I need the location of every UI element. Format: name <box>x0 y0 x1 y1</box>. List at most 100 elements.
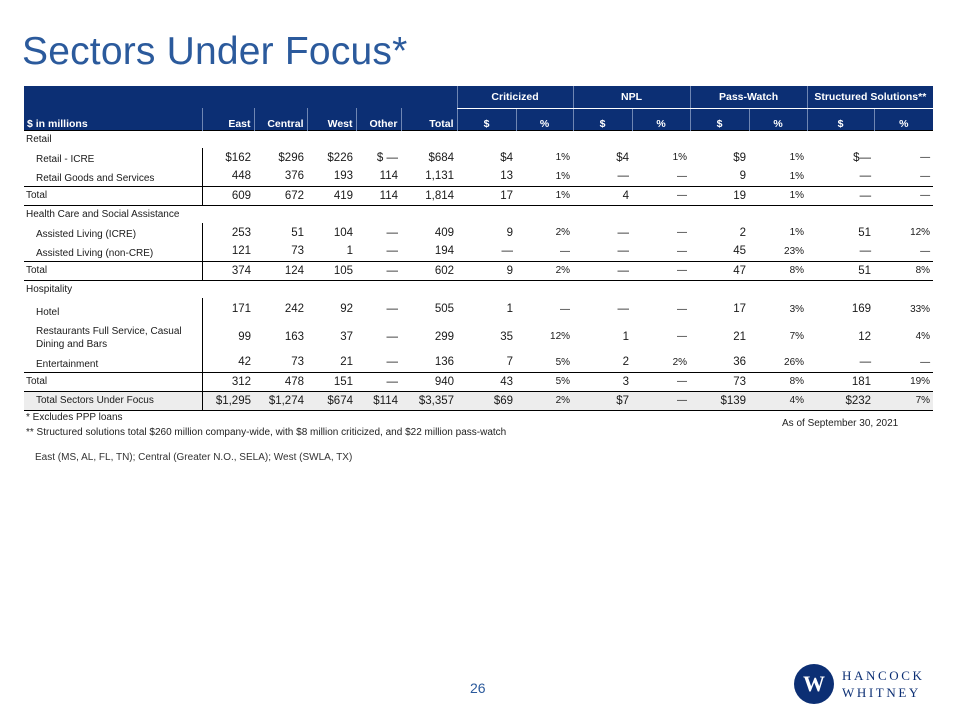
table-cell: 312 <box>201 371 254 392</box>
table-cell: 36 <box>733 356 747 369</box>
table-cell: 253 <box>201 223 254 242</box>
table-cell: 47 <box>690 260 750 281</box>
row-label: Hotel <box>36 307 60 318</box>
table-cell: 2% <box>516 390 574 411</box>
table-cell: 33% <box>910 303 931 315</box>
table-cell: $ — <box>376 151 398 164</box>
table-cell: 7% <box>874 390 934 411</box>
column-header: % <box>748 108 808 130</box>
table-cell: 419 <box>307 185 356 206</box>
table-cell: 23% <box>784 245 805 257</box>
table-cell: 409 <box>434 226 455 239</box>
footnote: * Excludes PPP loans <box>26 412 123 423</box>
column-header: Other <box>355 108 401 130</box>
table-cell: 2 <box>622 356 630 369</box>
group-header-structured-solutions: Structured Solutions** <box>806 86 934 109</box>
table-cell: $3,357 <box>401 390 458 411</box>
table-cell: 2 <box>739 226 747 239</box>
table-row: Retail <box>24 129 934 148</box>
table-cell: — <box>920 152 931 163</box>
column-header: East <box>201 108 254 130</box>
table-cell: 9 <box>739 170 747 183</box>
table-row: Restaurants Full Service, Casual Dining … <box>24 320 933 353</box>
table-cell: 2% <box>555 227 571 238</box>
table-cell: — <box>617 226 630 239</box>
table-cell: 299 <box>434 330 455 343</box>
table-cell: 136 <box>434 356 455 369</box>
table-row: Total 609 672 419 114 1,814 17 1% 4—19 1% — — <box>24 185 934 206</box>
table-cell: 51 <box>858 226 872 239</box>
table-cell: 17 <box>457 185 517 206</box>
table-cell: 5% <box>555 356 571 368</box>
table-cell: — <box>386 330 399 343</box>
table-cell: 92 <box>340 303 353 315</box>
table-cell: — <box>859 356 872 369</box>
table-cell: — <box>632 371 691 392</box>
table-cell: 19% <box>874 371 934 392</box>
table-cell: 376 <box>284 170 304 183</box>
column-header: $ <box>456 108 517 130</box>
table-cell: 8% <box>749 260 808 281</box>
table-cell: 1% <box>516 185 574 206</box>
table-cell: — <box>573 260 633 281</box>
table-cell: 37 <box>340 330 353 343</box>
table-cell: — <box>920 245 931 257</box>
row-label: Total <box>24 260 202 281</box>
table-cell: 194 <box>434 245 455 258</box>
table-row: Total 312 478 151—940 43 5% 3—73 8% 181 19% <box>24 371 934 392</box>
table-cell: — <box>677 245 688 257</box>
table-cell: 242 <box>284 303 304 315</box>
table-cell: — <box>356 260 401 281</box>
table-cell: 124 <box>254 260 307 281</box>
table-cell: 4 <box>573 185 633 206</box>
table-cell: 1% <box>672 152 688 163</box>
table-cell: $114 <box>356 390 401 411</box>
as-of-date: As of September 30, 2021 <box>782 418 899 429</box>
table-row: Assisted Living (ICRE) 253 51 104 — 409 9 2% — — 2… <box>24 223 933 242</box>
table-cell: 21 <box>733 330 747 343</box>
table-cell: 26% <box>784 356 805 368</box>
table-cell: $69 <box>457 390 517 411</box>
table-cell: 181 <box>807 371 875 392</box>
table-row: Entertainment 42 73 21 — 136 7 5% 2 2% 36 26% — — <box>24 353 933 372</box>
table-cell: 672 <box>254 185 307 206</box>
table-cell: 1% <box>789 170 805 182</box>
header-spacer <box>24 86 458 108</box>
hancock-whitney-logo: W HANCOCK WHITNEY <box>794 662 934 708</box>
column-header: Total <box>400 108 458 130</box>
column-header: $ <box>806 108 875 130</box>
column-header: % <box>631 108 691 130</box>
table-cell: 9 <box>506 226 514 239</box>
regions-note: East (MS, AL, FL, TN); Central (Greater … <box>35 452 353 463</box>
column-header: $ <box>689 108 750 130</box>
table-cell: 1 <box>346 245 353 258</box>
table-cell: — <box>859 170 872 183</box>
table-cell: 73 <box>291 245 304 258</box>
footnotes: * Excludes PPP loans ** Structured solut… <box>26 410 506 440</box>
group-header-row: Criticized NPL Pass-Watch Structured Sol… <box>24 86 934 109</box>
table-cell: — <box>386 245 399 258</box>
table-cell: 4% <box>749 390 808 411</box>
table-cell: — <box>501 245 514 258</box>
row-label: Retail - ICRE <box>36 154 95 165</box>
table-cell: — <box>677 227 688 238</box>
table-cell: 1,814 <box>401 185 458 206</box>
logo-line: WHITNEY <box>842 685 921 700</box>
table-cell: 1 <box>506 303 514 315</box>
table-cell: 12% <box>910 227 931 238</box>
table-cell: 1,131 <box>425 170 455 183</box>
table-cell: 121 <box>201 242 254 261</box>
table-row: Total Sectors Under Focus $1,295 $1,274 $67… <box>24 390 934 411</box>
table-cell: — <box>617 303 630 315</box>
table-cell: 1% <box>789 152 805 163</box>
table-cell: 104 <box>333 226 353 239</box>
table-row: Retail Goods and Services 448 376 193 114 1,1… <box>24 167 933 186</box>
table-cell: 163 <box>284 330 304 343</box>
logo-text: HANCOCK WHITNEY <box>842 667 934 701</box>
table-cell: — <box>386 303 399 315</box>
table-cell: 7 <box>506 356 514 369</box>
table-row: Hospitality <box>24 279 934 298</box>
table-cell: 2% <box>672 356 688 368</box>
table-cell: $1,274 <box>254 390 307 411</box>
table-cell: — <box>560 303 571 315</box>
